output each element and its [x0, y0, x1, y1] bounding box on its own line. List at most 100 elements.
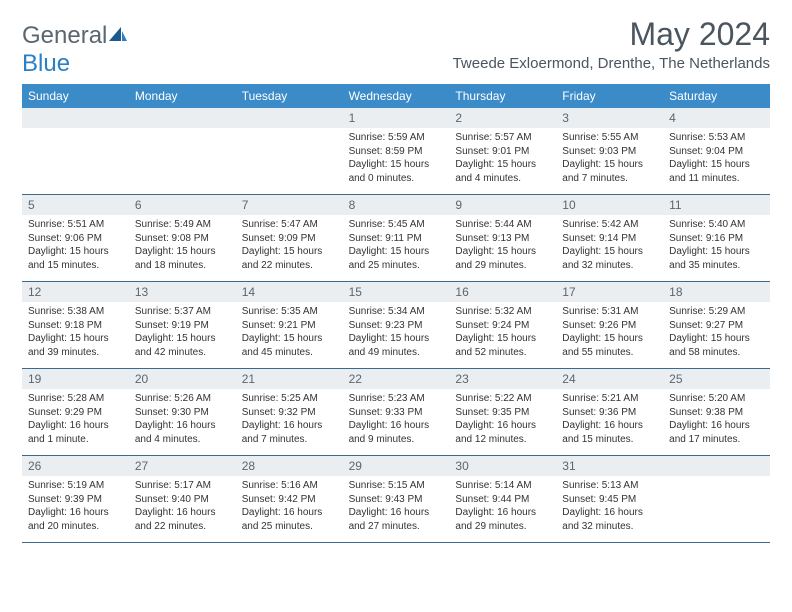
daylight-text: Daylight: 16 hours and 27 minutes. [349, 506, 444, 533]
sunset-text: Sunset: 9:27 PM [669, 319, 764, 333]
daylight-text: Daylight: 16 hours and 4 minutes. [135, 419, 230, 446]
daylight-text: Daylight: 15 hours and 4 minutes. [455, 158, 550, 185]
day-number-empty [236, 108, 343, 128]
day-cell: 2Sunrise: 5:57 AMSunset: 9:01 PMDaylight… [449, 108, 556, 194]
day-cell: 28Sunrise: 5:16 AMSunset: 9:42 PMDayligh… [236, 456, 343, 542]
daylight-text: Daylight: 15 hours and 42 minutes. [135, 332, 230, 359]
sunset-text: Sunset: 9:21 PM [242, 319, 337, 333]
day-cell: 22Sunrise: 5:23 AMSunset: 9:33 PMDayligh… [343, 369, 450, 455]
day-cell: 19Sunrise: 5:28 AMSunset: 9:29 PMDayligh… [22, 369, 129, 455]
sunset-text: Sunset: 9:14 PM [562, 232, 657, 246]
sunrise-text: Sunrise: 5:21 AM [562, 392, 657, 406]
weekday-header: Thursday [449, 84, 556, 108]
sunrise-text: Sunrise: 5:22 AM [455, 392, 550, 406]
day-cell [22, 108, 129, 194]
day-number: 23 [449, 369, 556, 389]
daylight-text: Daylight: 15 hours and 7 minutes. [562, 158, 657, 185]
sunrise-text: Sunrise: 5:51 AM [28, 218, 123, 232]
day-number: 16 [449, 282, 556, 302]
sunset-text: Sunset: 9:32 PM [242, 406, 337, 420]
weekday-header: Saturday [663, 84, 770, 108]
daylight-text: Daylight: 16 hours and 15 minutes. [562, 419, 657, 446]
day-body: Sunrise: 5:19 AMSunset: 9:39 PMDaylight:… [22, 476, 129, 537]
day-body: Sunrise: 5:55 AMSunset: 9:03 PMDaylight:… [556, 128, 663, 189]
sunset-text: Sunset: 9:03 PM [562, 145, 657, 159]
sunrise-text: Sunrise: 5:20 AM [669, 392, 764, 406]
day-cell: 3Sunrise: 5:55 AMSunset: 9:03 PMDaylight… [556, 108, 663, 194]
daylight-text: Daylight: 15 hours and 25 minutes. [349, 245, 444, 272]
sunrise-text: Sunrise: 5:14 AM [455, 479, 550, 493]
day-number: 17 [556, 282, 663, 302]
sunset-text: Sunset: 9:45 PM [562, 493, 657, 507]
day-body: Sunrise: 5:15 AMSunset: 9:43 PMDaylight:… [343, 476, 450, 537]
week-row: 12Sunrise: 5:38 AMSunset: 9:18 PMDayligh… [22, 282, 770, 369]
sunset-text: Sunset: 9:19 PM [135, 319, 230, 333]
day-body: Sunrise: 5:57 AMSunset: 9:01 PMDaylight:… [449, 128, 556, 189]
sunrise-text: Sunrise: 5:31 AM [562, 305, 657, 319]
daylight-text: Daylight: 16 hours and 9 minutes. [349, 419, 444, 446]
day-number: 20 [129, 369, 236, 389]
day-cell [236, 108, 343, 194]
day-number: 28 [236, 456, 343, 476]
day-cell: 1Sunrise: 5:59 AMSunset: 8:59 PMDaylight… [343, 108, 450, 194]
sunrise-text: Sunrise: 5:49 AM [135, 218, 230, 232]
page-header: GeneralBlue May 2024 Tweede Exloermond, … [22, 16, 770, 78]
day-body: Sunrise: 5:17 AMSunset: 9:40 PMDaylight:… [129, 476, 236, 537]
sunset-text: Sunset: 9:04 PM [669, 145, 764, 159]
daylight-text: Daylight: 15 hours and 45 minutes. [242, 332, 337, 359]
day-number: 4 [663, 108, 770, 128]
sunrise-text: Sunrise: 5:32 AM [455, 305, 550, 319]
sunset-text: Sunset: 9:24 PM [455, 319, 550, 333]
calendar: SundayMondayTuesdayWednesdayThursdayFrid… [22, 84, 770, 543]
day-number: 5 [22, 195, 129, 215]
daylight-text: Daylight: 16 hours and 20 minutes. [28, 506, 123, 533]
title-block: May 2024 Tweede Exloermond, Drenthe, The… [453, 16, 770, 72]
day-cell: 8Sunrise: 5:45 AMSunset: 9:11 PMDaylight… [343, 195, 450, 281]
sunset-text: Sunset: 9:36 PM [562, 406, 657, 420]
sunrise-text: Sunrise: 5:29 AM [669, 305, 764, 319]
week-row: 19Sunrise: 5:28 AMSunset: 9:29 PMDayligh… [22, 369, 770, 456]
day-cell: 16Sunrise: 5:32 AMSunset: 9:24 PMDayligh… [449, 282, 556, 368]
day-body: Sunrise: 5:59 AMSunset: 8:59 PMDaylight:… [343, 128, 450, 189]
day-number: 27 [129, 456, 236, 476]
day-body: Sunrise: 5:29 AMSunset: 9:27 PMDaylight:… [663, 302, 770, 363]
sunset-text: Sunset: 9:16 PM [669, 232, 764, 246]
brand-part2: Blue [22, 50, 70, 77]
brand-text: GeneralBlue [22, 22, 129, 78]
sunset-text: Sunset: 9:26 PM [562, 319, 657, 333]
sunset-text: Sunset: 9:43 PM [349, 493, 444, 507]
sunrise-text: Sunrise: 5:44 AM [455, 218, 550, 232]
day-number: 22 [343, 369, 450, 389]
day-number: 14 [236, 282, 343, 302]
day-cell: 23Sunrise: 5:22 AMSunset: 9:35 PMDayligh… [449, 369, 556, 455]
day-number: 13 [129, 282, 236, 302]
day-number: 6 [129, 195, 236, 215]
sunrise-text: Sunrise: 5:17 AM [135, 479, 230, 493]
daylight-text: Daylight: 15 hours and 22 minutes. [242, 245, 337, 272]
month-title: May 2024 [453, 16, 770, 53]
sunrise-text: Sunrise: 5:13 AM [562, 479, 657, 493]
day-number-empty [22, 108, 129, 128]
day-body: Sunrise: 5:47 AMSunset: 9:09 PMDaylight:… [236, 215, 343, 276]
sunset-text: Sunset: 9:38 PM [669, 406, 764, 420]
sunset-text: Sunset: 9:29 PM [28, 406, 123, 420]
day-cell: 5Sunrise: 5:51 AMSunset: 9:06 PMDaylight… [22, 195, 129, 281]
day-number: 8 [343, 195, 450, 215]
daylight-text: Daylight: 15 hours and 55 minutes. [562, 332, 657, 359]
day-number: 7 [236, 195, 343, 215]
day-body: Sunrise: 5:40 AMSunset: 9:16 PMDaylight:… [663, 215, 770, 276]
sunset-text: Sunset: 9:18 PM [28, 319, 123, 333]
location-text: Tweede Exloermond, Drenthe, The Netherla… [453, 55, 770, 72]
sunrise-text: Sunrise: 5:35 AM [242, 305, 337, 319]
sunset-text: Sunset: 9:40 PM [135, 493, 230, 507]
day-number: 1 [343, 108, 450, 128]
day-body: Sunrise: 5:38 AMSunset: 9:18 PMDaylight:… [22, 302, 129, 363]
weekday-header: Tuesday [236, 84, 343, 108]
daylight-text: Daylight: 15 hours and 49 minutes. [349, 332, 444, 359]
sunset-text: Sunset: 9:39 PM [28, 493, 123, 507]
day-number: 9 [449, 195, 556, 215]
sunset-text: Sunset: 9:30 PM [135, 406, 230, 420]
day-body: Sunrise: 5:31 AMSunset: 9:26 PMDaylight:… [556, 302, 663, 363]
sunset-text: Sunset: 9:23 PM [349, 319, 444, 333]
sunrise-text: Sunrise: 5:37 AM [135, 305, 230, 319]
